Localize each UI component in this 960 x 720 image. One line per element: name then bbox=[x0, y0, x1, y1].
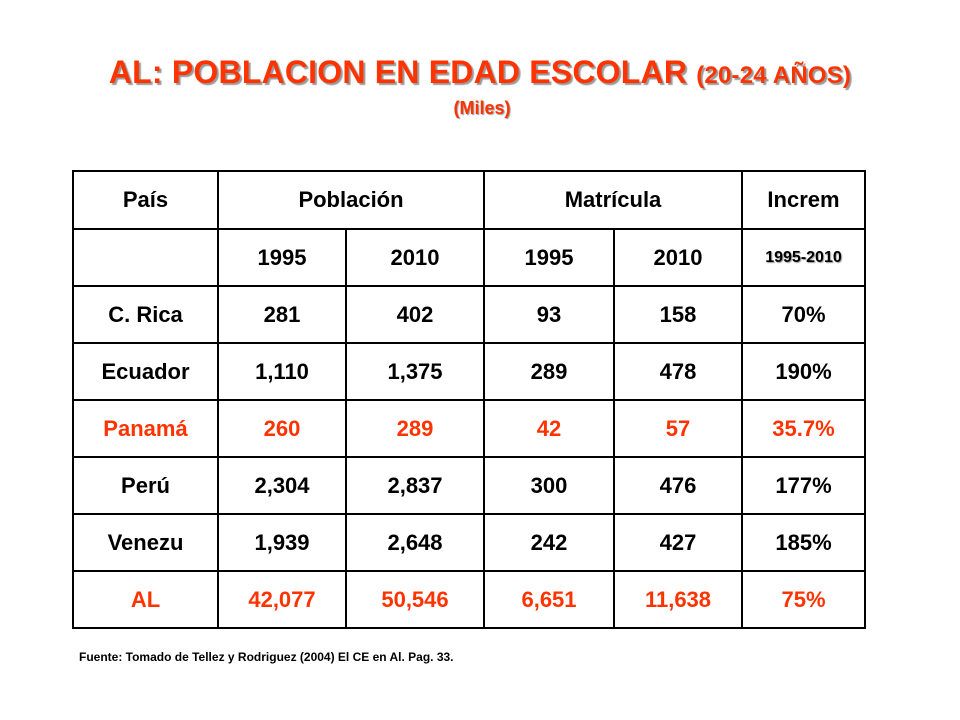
value-cell: 2,648 bbox=[345, 513, 485, 572]
value-cell: 260 bbox=[217, 399, 347, 458]
country-cell: AL bbox=[72, 570, 219, 629]
table-row: AL 42,077 50,546 6,651 11,638 75% bbox=[72, 570, 866, 629]
title-block: AL: POBLACION EN EDAD ESCOLAR (20-24 AÑO… bbox=[0, 52, 960, 119]
value-cell: 177% bbox=[741, 456, 866, 515]
value-cell: 93 bbox=[483, 285, 615, 344]
value-cell: 242 bbox=[483, 513, 615, 572]
value-cell: 402 bbox=[345, 285, 485, 344]
subheader-cell bbox=[72, 228, 219, 287]
value-cell: 476 bbox=[613, 456, 743, 515]
value-cell: 50,546 bbox=[345, 570, 485, 629]
value-cell: 35.7% bbox=[741, 399, 866, 458]
value-cell: 1,375 bbox=[345, 342, 485, 401]
country-cell: Ecuador bbox=[72, 342, 219, 401]
value-cell: 1,110 bbox=[217, 342, 347, 401]
value-cell: 289 bbox=[345, 399, 485, 458]
value-cell: 158 bbox=[613, 285, 743, 344]
value-cell: 300 bbox=[483, 456, 615, 515]
value-cell: 185% bbox=[741, 513, 866, 572]
table-row: C. Rica 281 402 93 158 70% bbox=[72, 285, 866, 344]
value-cell: 42 bbox=[483, 399, 615, 458]
value-cell: 2,304 bbox=[217, 456, 347, 515]
header-pais: País bbox=[72, 170, 219, 230]
subheader-cell: 2010 bbox=[345, 228, 485, 287]
data-table: País Población Matrícula Increm 1995 201… bbox=[72, 170, 866, 629]
header-increm: Increm bbox=[741, 170, 866, 230]
header-poblacion: Población bbox=[217, 170, 485, 230]
value-cell: 1,939 bbox=[217, 513, 347, 572]
subheader-cell: 1995-2010 bbox=[741, 228, 866, 287]
subheader-cell: 1995 bbox=[217, 228, 347, 287]
title-age-range: (20-24 AÑOS) bbox=[696, 62, 852, 89]
table-row: Venezu 1,939 2,648 242 427 185% bbox=[72, 513, 866, 572]
value-cell: 75% bbox=[741, 570, 866, 629]
table-header-row: País Población Matrícula Increm bbox=[72, 170, 866, 230]
value-cell: 2,837 bbox=[345, 456, 485, 515]
page-title: AL: POBLACION EN EDAD ESCOLAR (20-24 AÑO… bbox=[0, 52, 960, 96]
value-cell: 289 bbox=[483, 342, 615, 401]
value-cell: 478 bbox=[613, 342, 743, 401]
country-cell: Venezu bbox=[72, 513, 219, 572]
table-row: Panamá 260 289 42 57 35.7% bbox=[72, 399, 866, 458]
subheader-cell: 1995 bbox=[483, 228, 615, 287]
source-note: Fuente: Tomado de Tellez y Rodriguez (20… bbox=[79, 650, 454, 664]
subheader-cell: 2010 bbox=[613, 228, 743, 287]
page-subtitle: (Miles) bbox=[453, 98, 511, 118]
table-subheader-row: 1995 2010 1995 2010 1995-2010 bbox=[72, 228, 866, 287]
country-cell: Perú bbox=[72, 456, 219, 515]
value-cell: 11,638 bbox=[613, 570, 743, 629]
value-cell: 281 bbox=[217, 285, 347, 344]
table-row: Perú 2,304 2,837 300 476 177% bbox=[72, 456, 866, 515]
value-cell: 57 bbox=[613, 399, 743, 458]
country-cell: Panamá bbox=[72, 399, 219, 458]
value-cell: 42,077 bbox=[217, 570, 347, 629]
value-cell: 190% bbox=[741, 342, 866, 401]
value-cell: 70% bbox=[741, 285, 866, 344]
title-main-text: AL: POBLACION EN EDAD ESCOLAR bbox=[108, 54, 688, 90]
header-matricula: Matrícula bbox=[483, 170, 743, 230]
table-row: Ecuador 1,110 1,375 289 478 190% bbox=[72, 342, 866, 401]
value-cell: 6,651 bbox=[483, 570, 615, 629]
country-cell: C. Rica bbox=[72, 285, 219, 344]
value-cell: 427 bbox=[613, 513, 743, 572]
